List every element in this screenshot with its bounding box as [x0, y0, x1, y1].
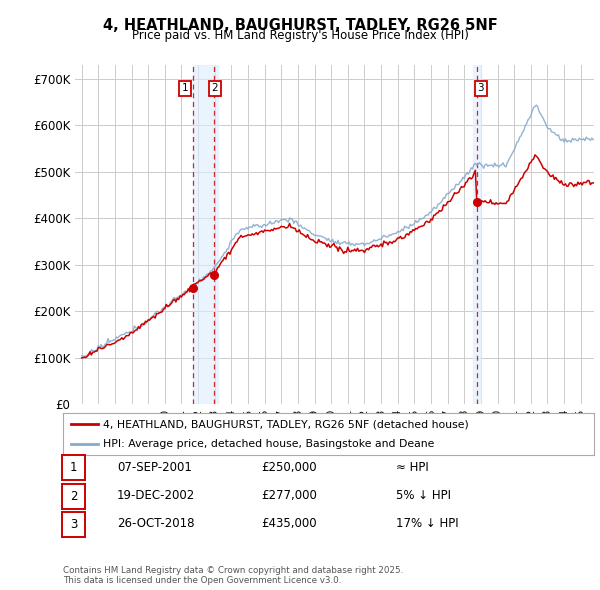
Text: 5% ↓ HPI: 5% ↓ HPI: [396, 489, 451, 502]
Text: 1: 1: [182, 83, 188, 93]
Text: 3: 3: [478, 83, 484, 93]
Text: £277,000: £277,000: [261, 489, 317, 502]
Text: HPI: Average price, detached house, Basingstoke and Deane: HPI: Average price, detached house, Basi…: [103, 439, 434, 449]
Text: £250,000: £250,000: [261, 461, 317, 474]
Text: 19-DEC-2002: 19-DEC-2002: [117, 489, 195, 502]
Text: 4, HEATHLAND, BAUGHURST, TADLEY, RG26 5NF: 4, HEATHLAND, BAUGHURST, TADLEY, RG26 5N…: [103, 18, 497, 32]
Text: 2: 2: [70, 490, 77, 503]
Text: 4, HEATHLAND, BAUGHURST, TADLEY, RG26 5NF (detached house): 4, HEATHLAND, BAUGHURST, TADLEY, RG26 5N…: [103, 419, 469, 430]
Text: 2: 2: [212, 83, 218, 93]
Bar: [473, 65, 481, 404]
Text: Contains HM Land Registry data © Crown copyright and database right 2025.
This d: Contains HM Land Registry data © Crown c…: [63, 566, 403, 585]
Bar: [193, 65, 218, 404]
Text: 1: 1: [70, 461, 77, 474]
Text: 26-OCT-2018: 26-OCT-2018: [117, 517, 194, 530]
Text: 07-SEP-2001: 07-SEP-2001: [117, 461, 192, 474]
Text: £435,000: £435,000: [261, 517, 317, 530]
Text: 17% ↓ HPI: 17% ↓ HPI: [396, 517, 458, 530]
Text: Price paid vs. HM Land Registry's House Price Index (HPI): Price paid vs. HM Land Registry's House …: [131, 29, 469, 42]
Text: 3: 3: [70, 518, 77, 531]
Text: ≈ HPI: ≈ HPI: [396, 461, 429, 474]
